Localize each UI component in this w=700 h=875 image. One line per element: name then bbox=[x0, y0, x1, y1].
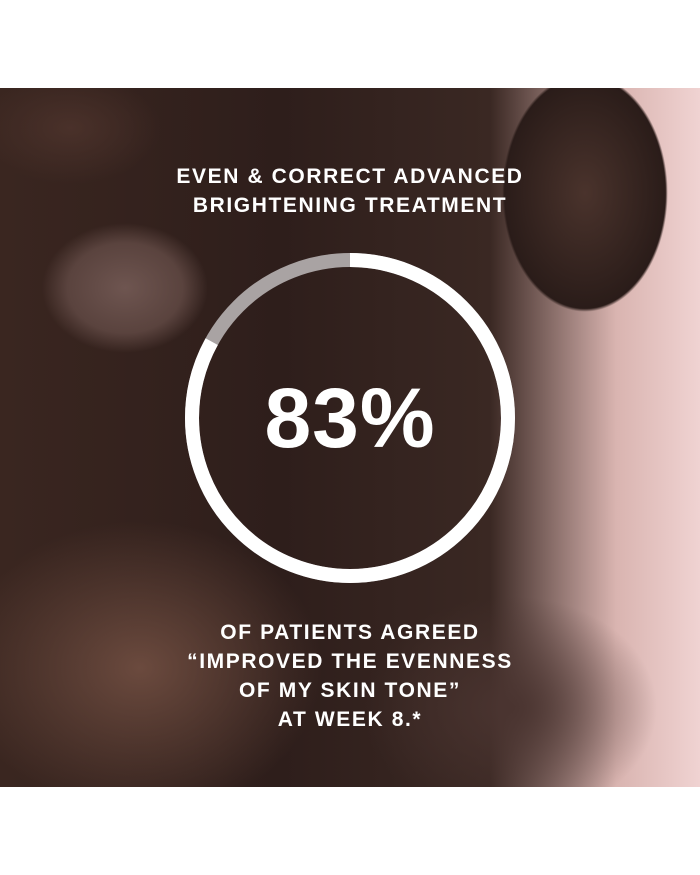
stat-value: 83% bbox=[264, 371, 436, 465]
model-portrait-photo bbox=[0, 88, 700, 787]
description-line: OF PATIENTS AGREED bbox=[220, 621, 480, 644]
headline-line: BRIGHTENING TREATMENT bbox=[192, 194, 508, 217]
description-line: “IMPROVED THE EVENNESS bbox=[187, 650, 513, 673]
ring-fill bbox=[185, 253, 515, 583]
description-line: OF MY SKIN TONE” bbox=[238, 679, 461, 702]
headline-line: EVEN & CORRECT ADVANCED bbox=[176, 165, 524, 188]
description-line: AT WEEK 8.* bbox=[277, 708, 423, 731]
stat-description: OF PATIENTS AGREED “IMPROVED THE EVENNES… bbox=[0, 618, 700, 734]
product-headline: EVEN & CORRECT ADVANCED BRIGHTENING TREA… bbox=[0, 162, 700, 220]
